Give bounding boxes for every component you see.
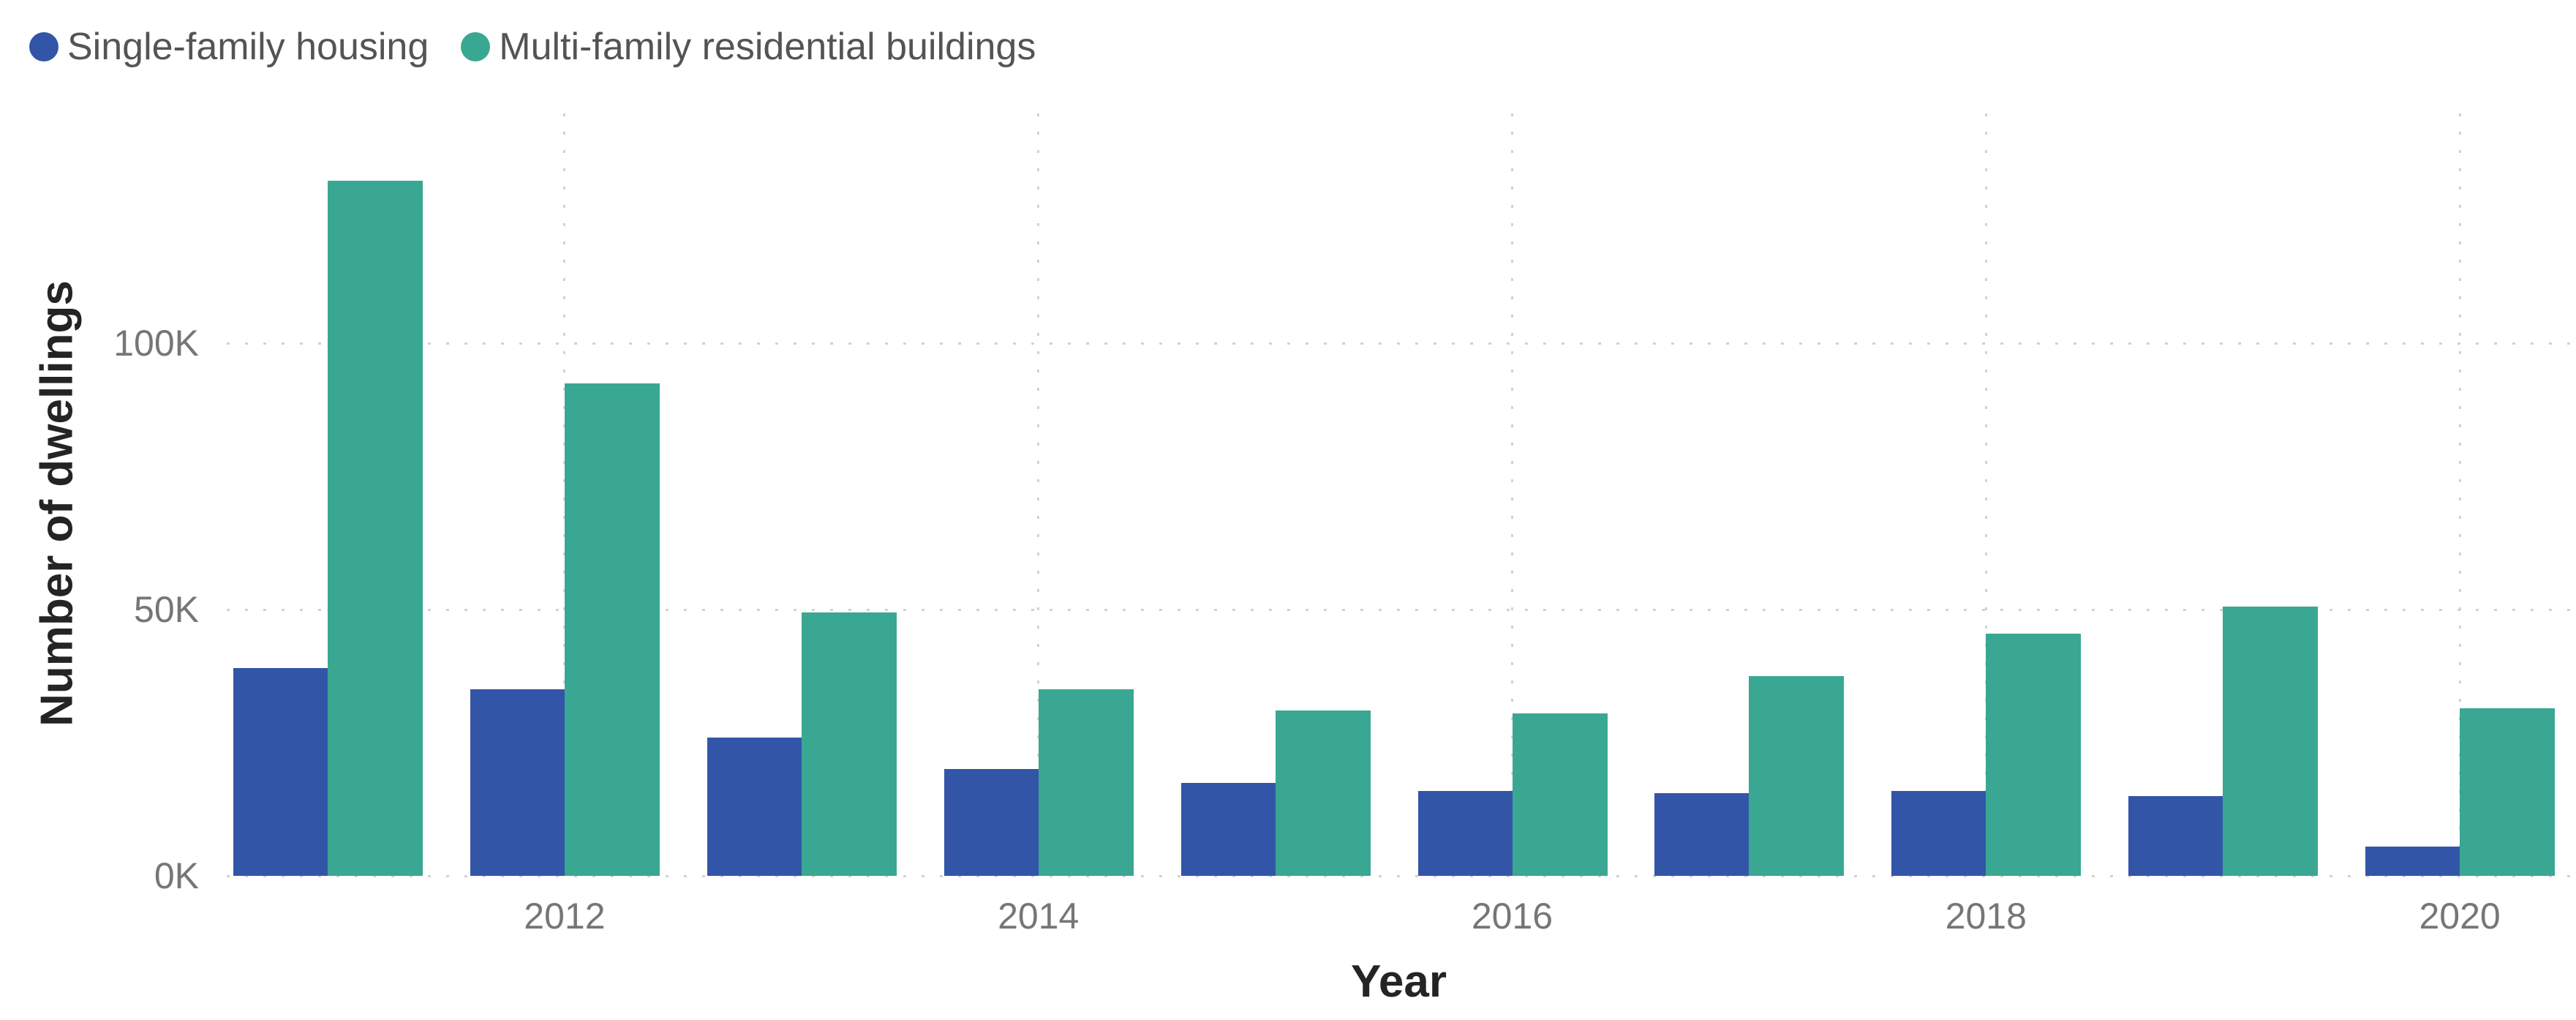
- v-gridline-2014: [1037, 113, 1040, 876]
- y-tick-label-0K: 0K: [154, 855, 199, 896]
- legend-dot-single-family-icon: [29, 32, 59, 61]
- bar-single-family-housing-2017[interactable]: [1654, 793, 1750, 876]
- bar-multi-family-residential-buildings-2017[interactable]: [1749, 676, 1845, 876]
- x-tick-label-2020: 2020: [2419, 896, 2501, 937]
- legend-label: Single-family housing: [67, 26, 429, 68]
- bar-multi-family-residential-buildings-2014[interactable]: [1038, 689, 1134, 876]
- bar-multi-family-residential-buildings-2016[interactable]: [1512, 713, 1608, 876]
- legend-item-multi-family[interactable]: Multi-family residential buildings: [461, 25, 1036, 69]
- y-tick-label-100K: 100K: [113, 323, 199, 364]
- h-gridline-100K: [227, 342, 2571, 345]
- legend-dot-multi-family-icon: [461, 32, 491, 61]
- x-tick-label-2014: 2014: [998, 896, 1080, 937]
- x-tick-label-2016: 2016: [1471, 896, 1553, 937]
- bar-multi-family-residential-buildings-2019[interactable]: [2223, 607, 2319, 876]
- legend: Single-family housing Multi-family resid…: [29, 25, 1036, 69]
- bar-single-family-housing-2011[interactable]: [233, 668, 328, 876]
- plot-area: [227, 113, 2571, 877]
- x-tick-label-2018: 2018: [1945, 896, 2027, 937]
- v-gridline-2016: [1511, 113, 1513, 876]
- bar-single-family-housing-2016[interactable]: [1417, 790, 1513, 876]
- h-gridline-50K: [227, 608, 2571, 611]
- bar-single-family-housing-2019[interactable]: [2128, 795, 2223, 876]
- x-axis-title: Year: [1350, 956, 1447, 1007]
- v-gridline-2020: [2458, 113, 2461, 876]
- v-gridline-2018: [1984, 113, 1987, 876]
- bar-single-family-housing-2014[interactable]: [944, 769, 1039, 876]
- legend-label: Multi-family residential buildings: [499, 26, 1036, 68]
- bar-multi-family-residential-buildings-2013[interactable]: [801, 612, 897, 876]
- bar-multi-family-residential-buildings-2018[interactable]: [1986, 633, 2082, 876]
- bar-single-family-housing-2012[interactable]: [470, 689, 565, 876]
- bar-multi-family-residential-buildings-2020[interactable]: [2460, 708, 2556, 876]
- h-gridline-0K: [227, 874, 2571, 877]
- legend-item-single-family[interactable]: Single-family housing: [29, 25, 429, 69]
- bar-multi-family-residential-buildings-2015[interactable]: [1275, 710, 1371, 876]
- bar-single-family-housing-2018[interactable]: [1891, 790, 1986, 876]
- bar-single-family-housing-2013[interactable]: [707, 737, 802, 876]
- x-tick-label-2012: 2012: [524, 896, 606, 937]
- bar-multi-family-residential-buildings-2011[interactable]: [328, 180, 423, 876]
- bar-single-family-housing-2020[interactable]: [2365, 846, 2460, 876]
- bar-multi-family-residential-buildings-2012[interactable]: [564, 383, 660, 876]
- y-tick-label-50K: 50K: [134, 589, 199, 630]
- bar-single-family-housing-2015[interactable]: [1180, 782, 1276, 876]
